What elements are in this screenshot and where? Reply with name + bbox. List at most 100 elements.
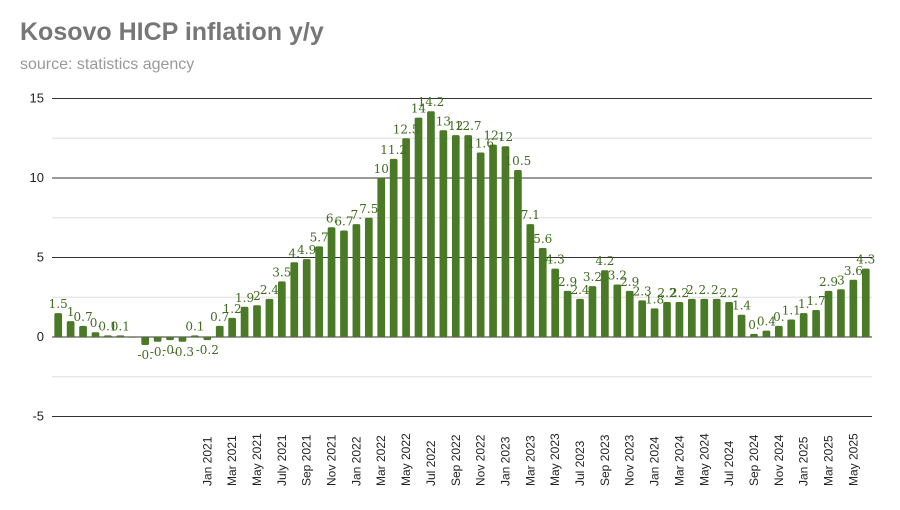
x-tick-label: Nov 2022 [474, 434, 488, 486]
bar [625, 290, 634, 337]
data-label: 2.3 [633, 284, 652, 298]
x-tick-label: Jan 2023 [498, 436, 512, 486]
bar [352, 224, 361, 337]
grid-lines [52, 98, 872, 417]
bar [66, 321, 75, 337]
bar [104, 335, 112, 337]
bar [128, 337, 137, 338]
bar [526, 224, 535, 337]
bar [265, 298, 274, 337]
data-label: 2. [686, 283, 697, 297]
bar [849, 279, 858, 337]
data-label: 1. [798, 297, 809, 311]
data-label: 0.1 [185, 319, 204, 333]
x-tick-label: Jan 2024 [648, 436, 662, 486]
data-label: 0. [748, 318, 759, 332]
bar [54, 313, 63, 337]
x-tick-label: Sep 2021 [300, 434, 314, 486]
x-tick-label: Nov 2023 [623, 434, 637, 486]
data-label: 4.3 [856, 253, 875, 267]
bar [489, 144, 497, 337]
data-label: 1.5 [49, 297, 68, 311]
data-label: 2.9 [819, 275, 838, 289]
bar [824, 290, 833, 337]
x-tick-label: Mar 2021 [225, 435, 239, 486]
x-tick-label: May 2022 [399, 433, 413, 486]
y-tick-label: 0 [37, 329, 44, 344]
data-label: 0.4 [757, 315, 776, 329]
bar [166, 337, 174, 341]
bar [725, 302, 733, 337]
data-label: 4.9 [297, 243, 316, 257]
bar [364, 217, 373, 337]
x-tick-label: Jul 2023 [573, 440, 587, 486]
bar [191, 335, 199, 337]
data-label: 0. [90, 316, 101, 330]
bar [340, 230, 348, 337]
data-label: 12 [498, 130, 513, 144]
data-label: 12 [448, 119, 463, 133]
data-label: 3 [837, 273, 845, 287]
data-label: 3.6 [844, 264, 863, 278]
bar [601, 270, 609, 337]
data-label: 7.1 [521, 208, 540, 222]
x-tick-label: July 2021 [275, 434, 289, 486]
bar [638, 300, 647, 337]
bar [663, 302, 671, 337]
data-label: 4.3 [546, 253, 565, 267]
data-label: 2.4 [260, 283, 279, 297]
bar [712, 298, 721, 337]
bar [700, 298, 709, 337]
data-label: 1 [67, 305, 75, 319]
bar [91, 332, 100, 337]
bar [737, 314, 746, 337]
bar [427, 111, 435, 337]
bar [501, 146, 510, 337]
bar [253, 305, 261, 337]
bar [389, 158, 398, 337]
bar [476, 152, 485, 337]
data-label: 12.7 [455, 119, 482, 133]
y-tick-label: -5 [32, 409, 44, 424]
bar [290, 262, 299, 337]
data-label: 6. [326, 211, 337, 225]
data-label: 2.2 [657, 286, 676, 300]
bar [277, 281, 286, 337]
x-tick-label: Jul 2022 [424, 440, 438, 486]
chart-subtitle: source: statistics agency [20, 56, 195, 73]
data-label: 2. [711, 283, 722, 297]
bar [538, 247, 547, 337]
data-label: 4. [289, 246, 300, 260]
bar [563, 290, 572, 337]
x-tick-label: Jan 2025 [797, 436, 811, 486]
bar [774, 325, 783, 337]
x-tick-label: Nov 2021 [325, 434, 339, 486]
bar [451, 135, 460, 337]
data-label: 2.2 [670, 286, 689, 300]
x-tick-label: May 2023 [548, 433, 562, 486]
y-tick-label: 10 [30, 170, 44, 185]
data-label: 1.4 [732, 299, 751, 313]
x-tick-label: May 2025 [846, 433, 860, 486]
data-label: 10 [374, 162, 389, 176]
bar [787, 319, 796, 337]
data-label: 2.9 [558, 275, 577, 289]
bar [588, 286, 597, 337]
bar [439, 130, 448, 337]
x-tick-label: Mar 2025 [822, 435, 836, 486]
data-label: 3.2 [583, 270, 602, 284]
data-label: 3.2 [608, 269, 627, 283]
data-label: 0.7 [210, 310, 229, 324]
bar [650, 308, 659, 337]
x-tick-label: Jan 2021 [200, 436, 214, 486]
bar [377, 178, 386, 337]
data-label: 7. [351, 208, 362, 222]
data-label: -0. [150, 345, 166, 359]
data-label: 14 [411, 102, 427, 116]
x-tick-label: Sep 2024 [747, 434, 761, 486]
bar [762, 330, 771, 337]
bar [861, 268, 870, 337]
data-label: 12.5 [393, 122, 420, 136]
bar [141, 337, 150, 345]
data-label: 1.8 [645, 292, 664, 306]
